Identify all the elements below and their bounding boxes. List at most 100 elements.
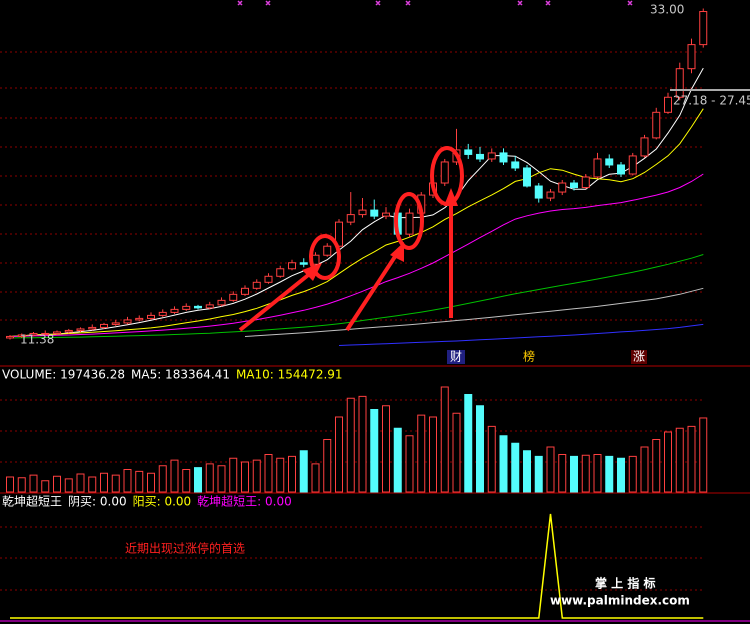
volume-bar (605, 455, 614, 493)
candle-body (687, 44, 696, 70)
candle-body (664, 96, 672, 113)
candle-body (487, 152, 496, 160)
candle-body (570, 182, 578, 189)
candle-body (252, 281, 261, 289)
candle-body (194, 305, 202, 309)
volume-bar (370, 409, 379, 493)
ma-line (9, 173, 704, 337)
volume-bar (640, 446, 649, 493)
volume-bar (64, 478, 73, 493)
volume-bar (135, 470, 144, 493)
candle-body (593, 158, 602, 178)
high-label: 33.00 (650, 3, 684, 17)
marker-box (631, 350, 647, 364)
event-marker: 财 (450, 350, 462, 364)
volume-bar (417, 414, 426, 493)
panel-header: MA10: 154472.91 (236, 368, 343, 382)
volume-bar (581, 454, 590, 493)
annotation: 近期出现过涨停的首选 (125, 541, 245, 556)
volume-bar (476, 405, 484, 493)
candle-body (699, 11, 708, 46)
candle-body (558, 182, 567, 193)
candle-body (299, 262, 308, 265)
ma-line (244, 287, 704, 337)
arrow-heads (302, 188, 458, 281)
volume-bar (523, 450, 531, 493)
volume-bar (382, 405, 390, 493)
panel-header: VOLUME: 197436.28 (2, 368, 125, 382)
candle-body (76, 328, 85, 331)
volume-bar (593, 454, 602, 493)
panel-header: 乾坤超短王: 0.00 (197, 494, 292, 509)
panel-header: 阳买: 0.00 (133, 495, 192, 509)
volume-bar (41, 480, 50, 493)
volume-bar (558, 454, 567, 493)
volume-bar (628, 455, 637, 493)
candle-body (147, 314, 155, 319)
candle-body (217, 299, 226, 306)
indicator-line (10, 513, 704, 619)
volume-bar (323, 439, 332, 493)
ma-line (9, 254, 704, 339)
plot (6, 8, 708, 619)
volume-bar (123, 469, 132, 493)
volume-bar (511, 442, 520, 493)
candle-body (205, 304, 214, 309)
label-box (647, 3, 687, 17)
candle-body (276, 268, 285, 277)
candle-body (241, 287, 249, 295)
candle-body (546, 191, 555, 199)
volume-bar (229, 457, 238, 493)
volume-bar (393, 427, 402, 493)
candle-body (440, 161, 449, 184)
annotation-shapes (238, 146, 464, 332)
candle-body (323, 245, 332, 256)
volume-bar (675, 427, 684, 493)
watermark-title: 掌 上 指 标 (595, 576, 656, 591)
panel-frame (0, 365, 750, 622)
candle-body (358, 209, 367, 216)
candle-body (346, 214, 355, 223)
volume-bar (452, 412, 461, 493)
volume-bar (205, 463, 214, 493)
candle-body (405, 212, 414, 235)
volume-bar (264, 454, 273, 493)
volume-bar (241, 461, 249, 493)
candle-body (170, 308, 179, 313)
volume-bar (76, 473, 85, 493)
ma-line (9, 67, 704, 337)
candle-body (617, 164, 625, 175)
volume-bar (6, 476, 14, 493)
volume-bar (170, 459, 179, 493)
volume-bar (147, 472, 155, 493)
volume-bar (182, 469, 191, 493)
candle-body (64, 329, 73, 333)
volume-bar (100, 472, 108, 493)
volume-bar (617, 457, 625, 493)
candle-body (382, 212, 390, 217)
candle-body (511, 161, 520, 169)
volume-bar (217, 465, 226, 493)
panel-header: 阴买: 0.00 (68, 495, 127, 509)
volume-bar (276, 457, 285, 493)
volume-bar (29, 474, 38, 493)
candle-body (652, 111, 661, 139)
volume-bar (288, 455, 296, 493)
volume-bar (299, 450, 308, 493)
volume-bar (664, 431, 672, 493)
volume-bar (252, 459, 261, 493)
volume-bar (687, 425, 696, 493)
candle-body (523, 167, 531, 187)
panel-header: 乾坤超短王 (2, 494, 62, 509)
candle-body (605, 158, 614, 166)
volume-bar (358, 395, 367, 493)
volume-bar (440, 386, 449, 493)
low-label: 11.38 (20, 333, 54, 347)
volume-bar (111, 474, 120, 493)
candle-body (628, 155, 637, 175)
volume-bar (699, 417, 708, 493)
top-crosses (237, 0, 633, 6)
event-marker: 榜 (523, 349, 535, 364)
volume-bar (546, 446, 555, 493)
candle-body (264, 275, 273, 283)
